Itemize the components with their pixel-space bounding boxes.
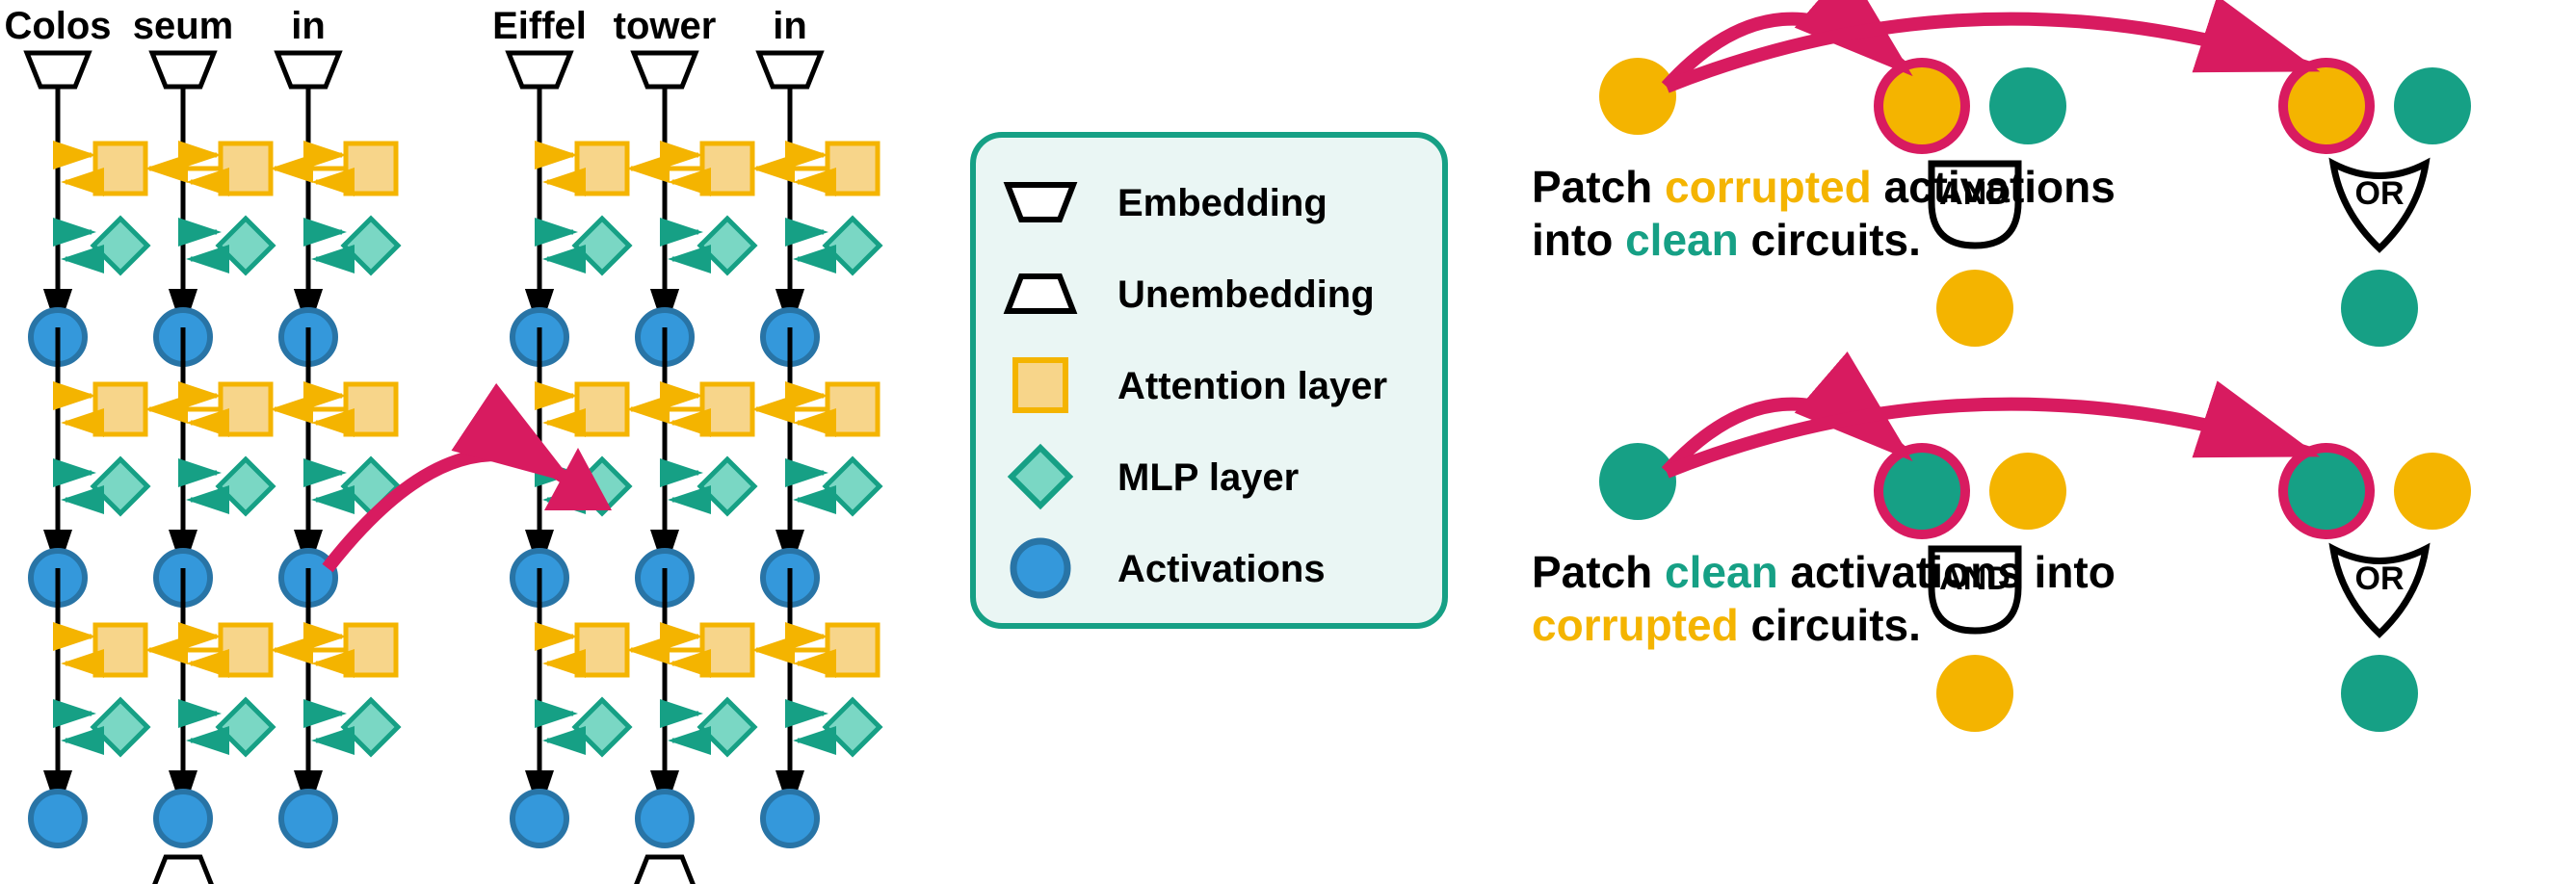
- embedding-trap: [152, 53, 214, 87]
- mlp-block: [219, 219, 273, 273]
- gate-label: OR: [2355, 175, 2405, 212]
- input-node-right: [1989, 453, 2066, 530]
- attention-block: [346, 384, 396, 434]
- mlp-block: [700, 700, 754, 754]
- attention-block: [95, 625, 145, 675]
- embedding-trap: [759, 53, 821, 87]
- attention-block: [828, 143, 878, 194]
- embedding-trap: [27, 53, 89, 87]
- legend-label: Embedding: [1117, 182, 1327, 224]
- input-node-left: [1883, 67, 1960, 144]
- mlp-block: [700, 459, 754, 513]
- attention-block: [221, 384, 271, 434]
- token-label: in: [291, 5, 326, 47]
- unembedding-trap: [152, 857, 214, 884]
- mlp-block: [344, 700, 398, 754]
- legend-label: Unembedding: [1117, 273, 1375, 316]
- activation-node: [281, 792, 335, 845]
- input-node-right: [2394, 67, 2471, 144]
- unembedding-trap: [634, 857, 696, 884]
- input-node-left: [2288, 453, 2365, 530]
- mlp-block: [826, 700, 880, 754]
- attention-block: [346, 143, 396, 194]
- attention-block: [577, 143, 627, 194]
- activation-node: [513, 792, 566, 845]
- token-label: in: [773, 5, 807, 47]
- mlp-block: [93, 459, 147, 513]
- activation-node: [763, 792, 817, 845]
- patch-text: corrupted circuits.: [1532, 600, 1921, 650]
- output-node: [1936, 270, 2013, 347]
- embedding-trap: [634, 53, 696, 87]
- legend-label: MLP layer: [1117, 456, 1299, 499]
- circuit-right: EiffeltowerinParisRome: [492, 5, 880, 884]
- patch-row: ANDORPatch corrupted activationsinto cle…: [1532, 19, 2471, 347]
- attention-block: [828, 625, 878, 675]
- patch-text: Patch clean activations into: [1532, 547, 2116, 597]
- activation-node: [156, 792, 210, 845]
- patch-text: into clean circuits.: [1532, 215, 1921, 265]
- legend-label: Activations: [1117, 548, 1326, 590]
- attention-block: [346, 625, 396, 675]
- attention-block: [221, 625, 271, 675]
- attention-block: [828, 384, 878, 434]
- mlp-block: [219, 459, 273, 513]
- output-node: [2341, 655, 2418, 732]
- attention-block: [577, 625, 627, 675]
- attention-block: [702, 384, 752, 434]
- embedding-trap: [509, 53, 570, 87]
- mlp-block: [826, 219, 880, 273]
- mlp-block: [575, 219, 629, 273]
- mlp-block: [93, 219, 147, 273]
- attention-block: [577, 384, 627, 434]
- legend-label: Attention layer: [1117, 365, 1387, 407]
- mlp-block: [575, 700, 629, 754]
- attention-block: [702, 143, 752, 194]
- mlp-block: [344, 219, 398, 273]
- token-label: Eiffel: [492, 5, 587, 47]
- patch-text: Patch corrupted activations: [1532, 162, 2116, 212]
- token-label: tower: [614, 5, 717, 47]
- mlp-block: [826, 459, 880, 513]
- mlp-block: [93, 700, 147, 754]
- attention-block: [702, 625, 752, 675]
- token-label: Colos: [4, 5, 111, 47]
- input-node-left: [2288, 67, 2365, 144]
- input-node-right: [1989, 67, 2066, 144]
- attention-block: [95, 384, 145, 434]
- activation-node: [31, 792, 85, 845]
- token-label: seum: [133, 5, 234, 47]
- output-node: [1936, 655, 2013, 732]
- embedding-trap: [277, 53, 339, 87]
- legend: Embedding Unembedding Attention layer MLP l…: [973, 135, 1445, 626]
- gate-label: OR: [2355, 560, 2405, 597]
- input-node-right: [2394, 453, 2471, 530]
- mlp-block: [700, 219, 754, 273]
- circuit-left: ColosseuminRome: [4, 5, 398, 884]
- attention-block: [221, 143, 271, 194]
- source-node: [1599, 58, 1676, 135]
- diagram-root: ColosseuminRomeEiffeltowerinParisRomeEmb…: [0, 0, 2576, 884]
- source-node: [1599, 443, 1676, 520]
- attention-block: [95, 143, 145, 194]
- patch-row: ANDORPatch clean activations intocorrupt…: [1532, 404, 2471, 732]
- mlp-block: [219, 700, 273, 754]
- input-node-left: [1883, 453, 1960, 530]
- activation-node: [638, 792, 692, 845]
- output-node: [2341, 270, 2418, 347]
